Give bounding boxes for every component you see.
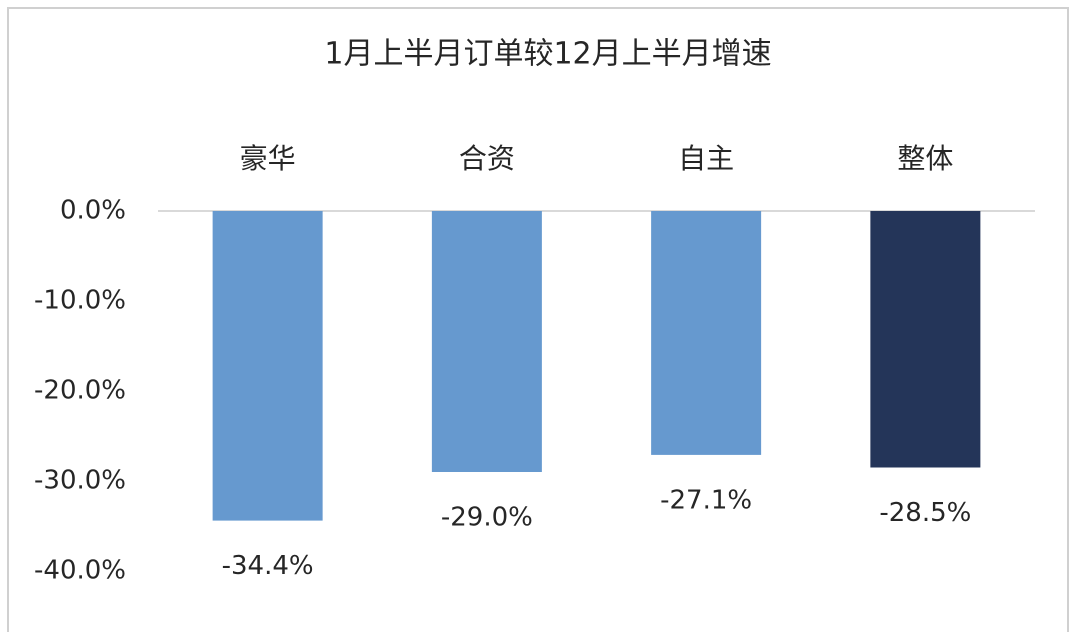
y-tick-label: -10.0% — [34, 286, 126, 316]
data-label: -34.4% — [222, 551, 314, 581]
bar — [651, 211, 762, 455]
y-tick-label: -40.0% — [34, 556, 126, 586]
data-label: -29.0% — [441, 503, 533, 533]
data-label: -27.1% — [660, 485, 752, 515]
x-tick-label: 合资 — [459, 142, 515, 175]
chart-title: 1月上半月订单较12月上半月增速 — [324, 37, 771, 72]
data-label: -28.5% — [879, 498, 971, 528]
y-tick-label: 0.0% — [60, 196, 126, 226]
x-tick-label: 整体 — [897, 142, 953, 175]
x-tick-label: 自主 — [678, 142, 734, 175]
y-tick-label: -30.0% — [34, 466, 126, 496]
bar — [870, 211, 981, 468]
y-tick-label: -20.0% — [34, 376, 126, 406]
bar — [431, 211, 542, 472]
bar — [212, 211, 323, 521]
x-tick-label: 豪华 — [240, 142, 296, 175]
